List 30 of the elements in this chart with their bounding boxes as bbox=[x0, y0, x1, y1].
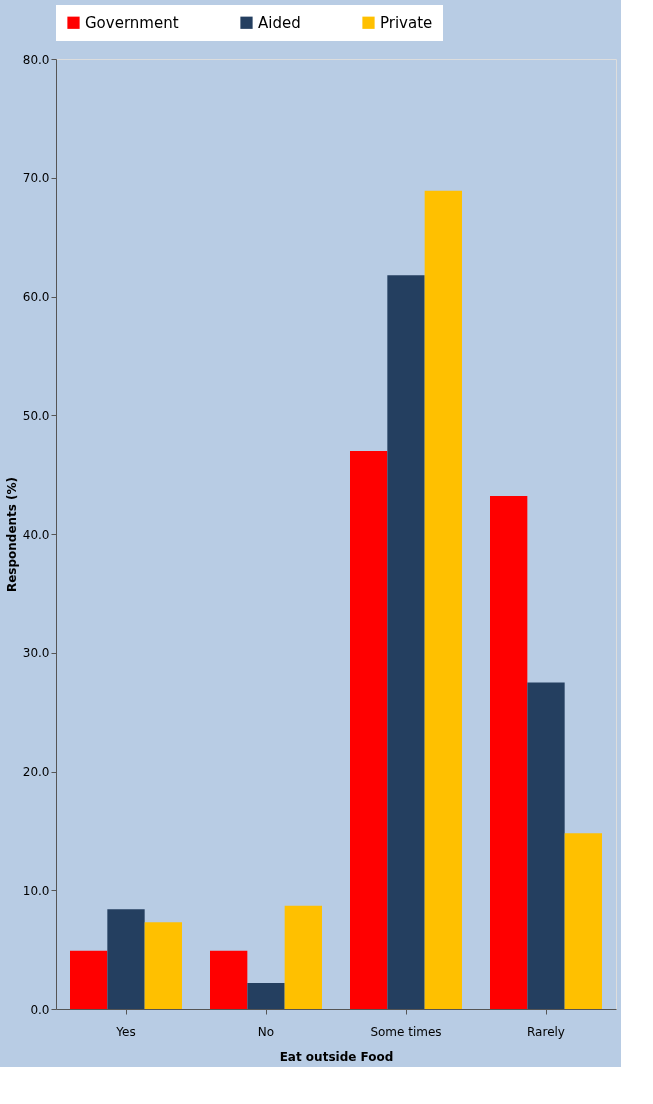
x-tick-label: Some times bbox=[370, 1024, 442, 1039]
bar bbox=[210, 950, 248, 1009]
legend-label: Government bbox=[85, 13, 179, 32]
y-tick-label: 20.0 bbox=[22, 765, 50, 779]
bar bbox=[70, 950, 108, 1009]
bar bbox=[107, 909, 145, 1009]
bar bbox=[564, 833, 602, 1009]
y-tick-label: 10.0 bbox=[22, 883, 50, 898]
y-tick-label: 50.0 bbox=[22, 408, 50, 423]
y-tick-label: 0.0 bbox=[30, 1002, 50, 1017]
x-tick-label: No bbox=[257, 1024, 275, 1039]
y-axis-title: Respondents (%) bbox=[4, 476, 19, 593]
y-tick-label: 30.0 bbox=[22, 646, 50, 661]
x-tick-label: Rarely bbox=[527, 1024, 565, 1039]
x-tick-label: Yes bbox=[115, 1024, 136, 1039]
bar bbox=[527, 682, 565, 1009]
bar bbox=[144, 922, 182, 1009]
legend-label: Aided bbox=[258, 13, 301, 32]
bar bbox=[490, 496, 528, 1009]
bar bbox=[350, 450, 388, 1009]
y-tick-label: 40.0 bbox=[22, 527, 50, 542]
bar bbox=[247, 982, 285, 1009]
bar bbox=[284, 905, 322, 1009]
bar bbox=[387, 275, 425, 1009]
y-tick-label: 60.0 bbox=[22, 290, 50, 304]
bar bbox=[424, 190, 462, 1009]
x-axis-title: Eat outside Food bbox=[279, 1049, 394, 1064]
y-tick-label: 70.0 bbox=[22, 171, 50, 186]
legend-label: Private bbox=[380, 13, 433, 32]
y-tick-label: 80.0 bbox=[22, 52, 50, 67]
